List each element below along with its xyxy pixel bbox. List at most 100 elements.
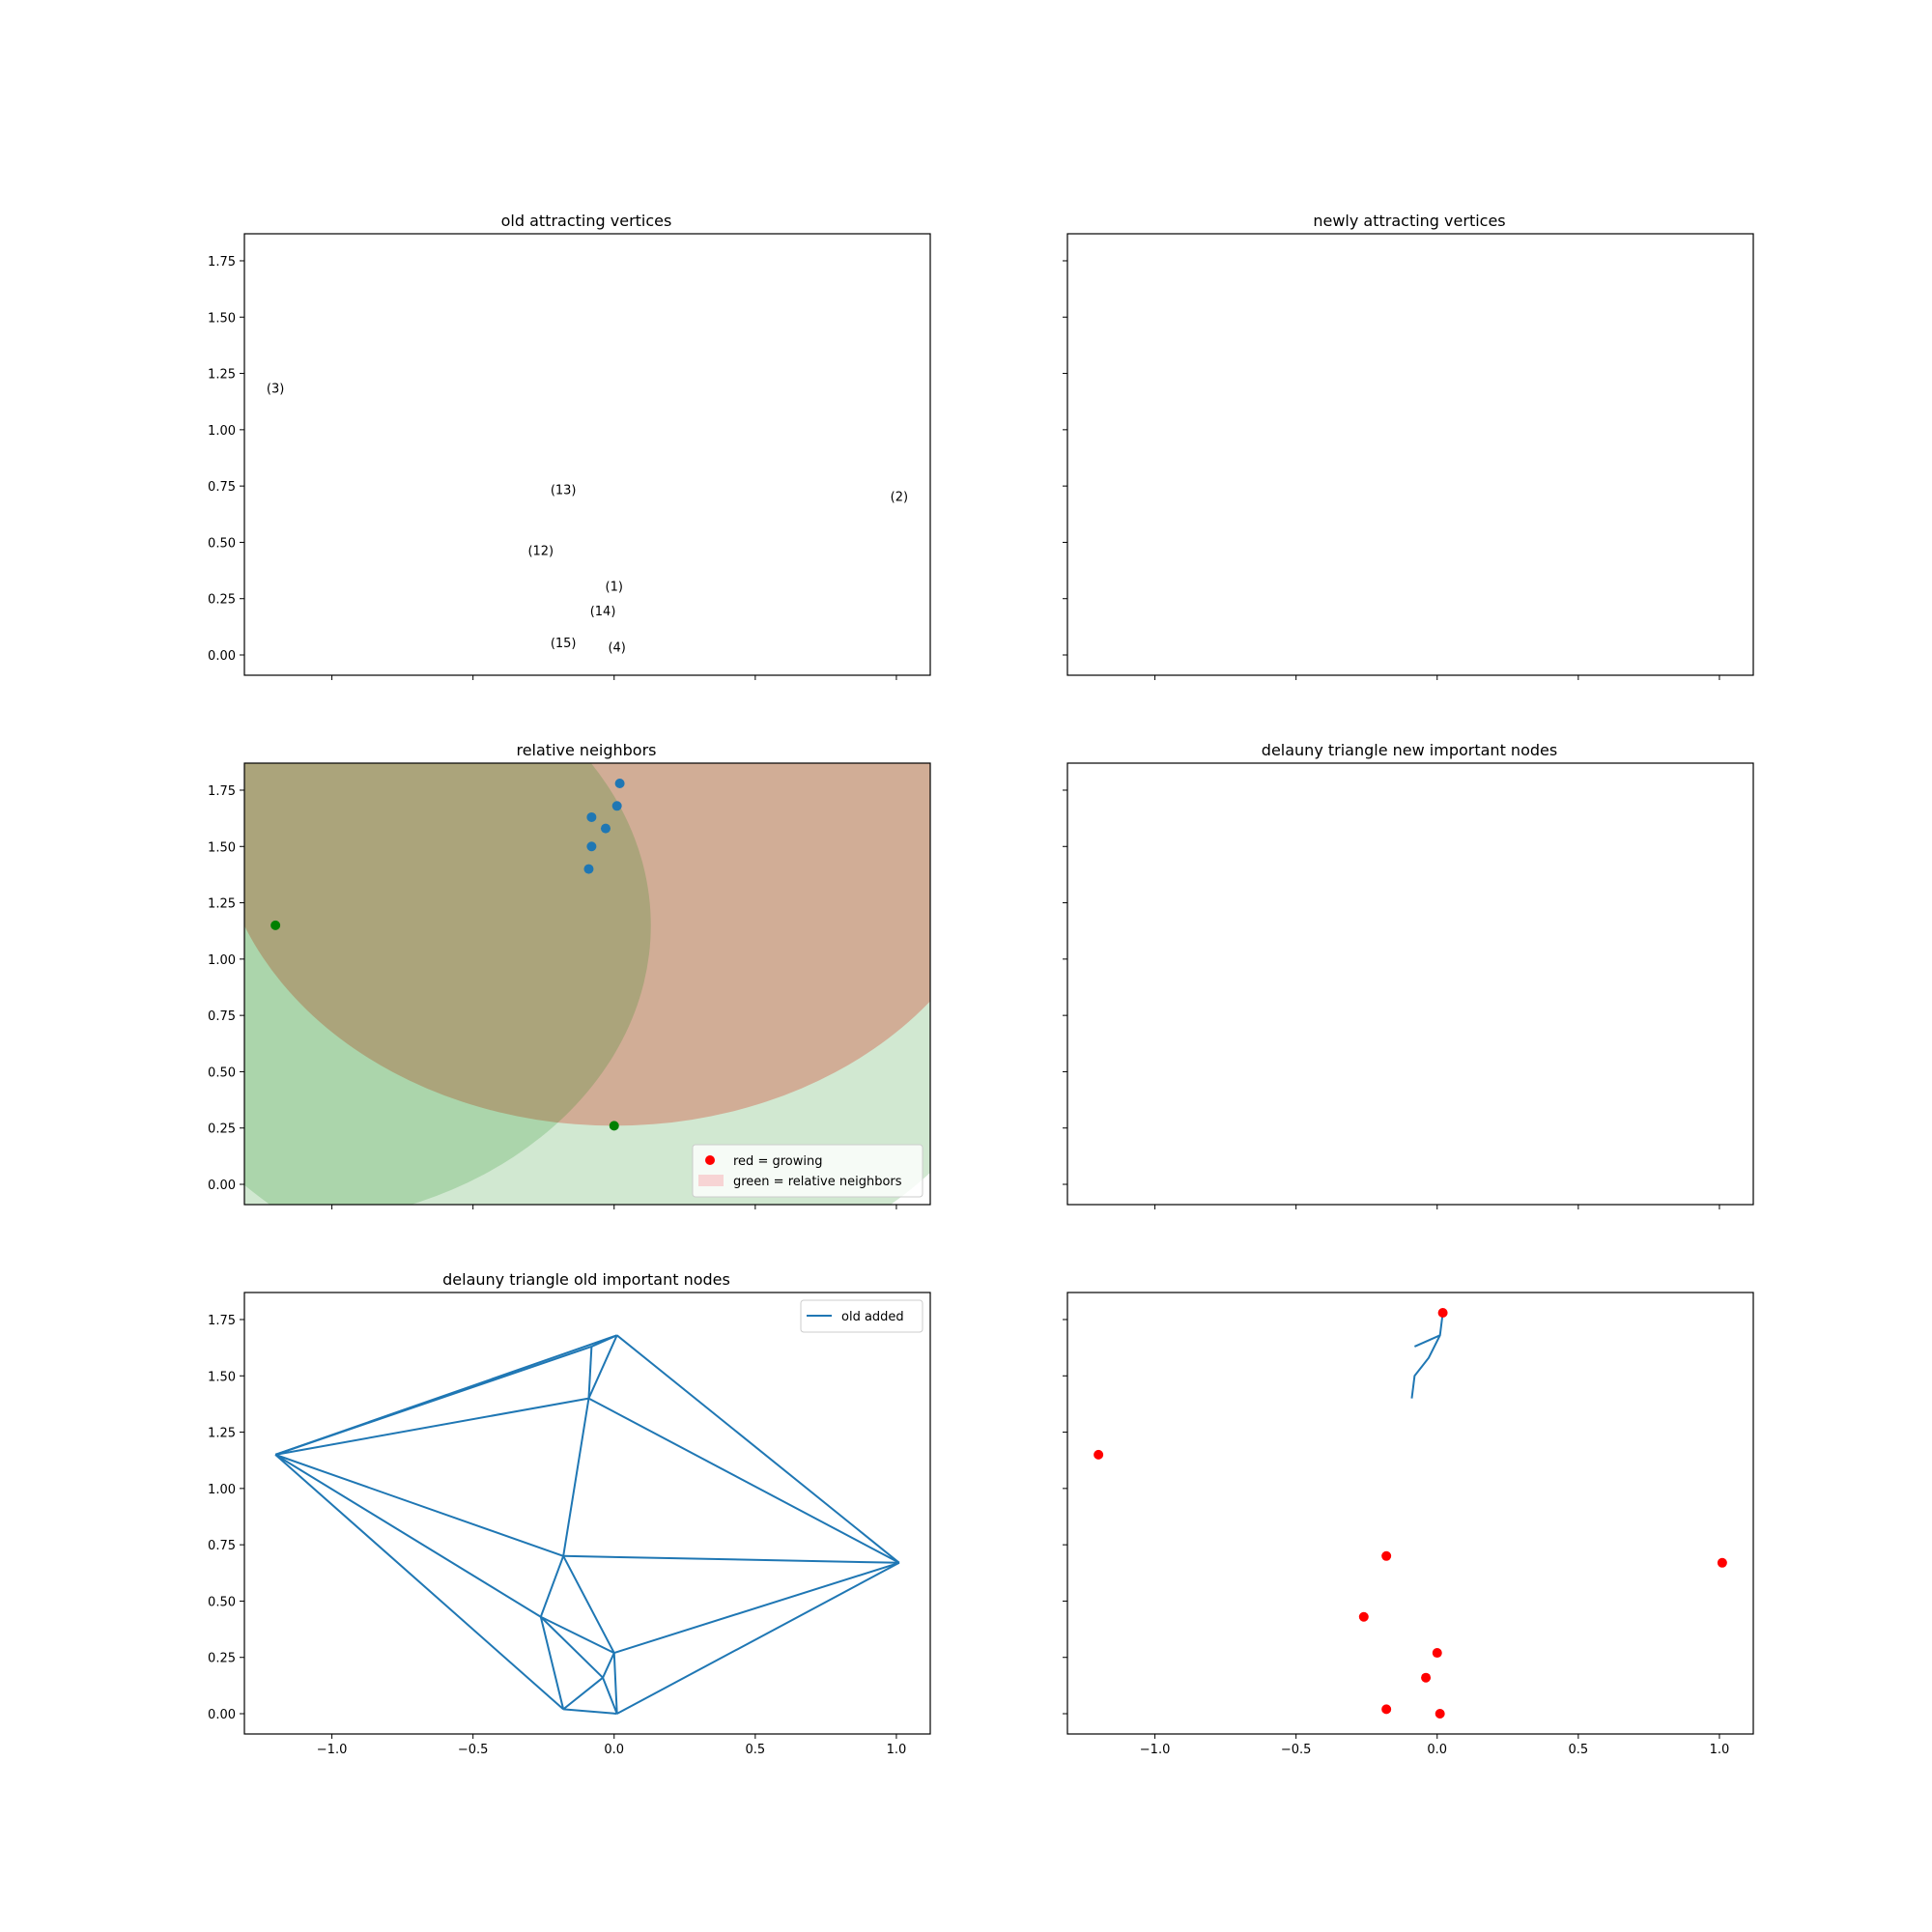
- y-tick-label: 1.75: [208, 784, 236, 799]
- y-tick-label: 1.50: [208, 840, 236, 855]
- x-tick-label: 0.5: [1569, 1743, 1589, 1757]
- vertex-label: (14): [590, 605, 616, 619]
- triangle-edge: [613, 1561, 900, 1655]
- triangle-edge: [540, 1615, 615, 1654]
- triangle-edge: [274, 1346, 592, 1456]
- scatter-point: [609, 1121, 619, 1131]
- triangle-edge: [587, 1346, 593, 1399]
- subplot-title-delauny-new: delauny triangle new important nodes: [1262, 741, 1557, 759]
- vertex-label: (3): [267, 382, 284, 396]
- subplot-3: 0.00 0.25 0.50 0.75 1.00 1.25 1.50 1.75 red = gr…: [208, 762, 931, 1209]
- y-tick-label: 1.50: [208, 311, 236, 326]
- y-tick-label: 0.25: [208, 1122, 236, 1137]
- y-tick-label: 1.75: [208, 1314, 236, 1328]
- triangle-edge: [274, 1454, 564, 1711]
- subplot-2: [1063, 233, 1754, 680]
- axes-frame: [243, 1292, 931, 1735]
- y-tick-label: 0.50: [208, 1065, 236, 1080]
- x-tick-label: 1.0: [1710, 1743, 1730, 1757]
- triangle-edge: [562, 1676, 604, 1711]
- y-tick-label: 0.50: [208, 536, 236, 551]
- triangle-edge: [563, 1708, 617, 1716]
- scatter-point: [1358, 1611, 1369, 1622]
- y-tick-label: 1.25: [208, 897, 236, 912]
- scatter-point: [614, 778, 625, 788]
- axes-frame: [1066, 233, 1754, 676]
- scatter-point: [611, 801, 622, 811]
- triangle-edge: [274, 1453, 564, 1557]
- scatter-point: [600, 823, 611, 834]
- y-tick-label: 1.00: [208, 424, 236, 439]
- axes-frame: [243, 762, 931, 1206]
- y-tick-label: 0.75: [208, 1539, 236, 1553]
- y-tick-label: 1.75: [208, 255, 236, 270]
- y-tick-label: 1.00: [208, 953, 236, 968]
- triangle-edge: [602, 1652, 615, 1679]
- x-tick-label: −0.5: [1281, 1743, 1312, 1757]
- scatter-point: [586, 841, 597, 852]
- scatter-point: [1437, 1307, 1448, 1318]
- triangle-edge: [616, 1334, 900, 1564]
- axes-root: (3)(13) (2)(12)(1)(14)(15) (4)0.000.250.50…: [208, 233, 1754, 1757]
- scatter-point: [583, 864, 594, 874]
- vertex-label: (1): [606, 581, 623, 595]
- scatter-point: [1381, 1550, 1392, 1561]
- legend-box: [692, 1144, 923, 1198]
- scatter-point: [1421, 1672, 1432, 1683]
- x-tick-label: 0.0: [1427, 1743, 1447, 1757]
- scatter-point: [1717, 1557, 1727, 1568]
- y-tick-label: 0.00: [208, 1708, 236, 1722]
- x-tick-label: 0.5: [746, 1743, 766, 1757]
- scatter-point: [270, 920, 281, 930]
- triangle-edge: [274, 1454, 542, 1618]
- triangle-edge: [540, 1616, 604, 1679]
- vertex-label: (2): [891, 490, 908, 504]
- y-tick-label: 1.00: [208, 1483, 236, 1497]
- triangle-edge: [562, 1398, 590, 1556]
- plot-area: [274, 1334, 900, 1716]
- axes-frame: [243, 233, 931, 676]
- triangle-edge: [539, 1616, 565, 1710]
- scatter-point: [1432, 1648, 1442, 1659]
- axes-frame: [1066, 1292, 1754, 1735]
- plot-area: [244, 763, 930, 1205]
- legend-box: [800, 1299, 923, 1333]
- triangle-edge: [562, 1555, 615, 1654]
- x-tick-label: −1.0: [317, 1743, 348, 1757]
- scatter-point: [1381, 1704, 1392, 1715]
- scatter-point: [586, 811, 597, 822]
- subplot-title-relative-neighbors: relative neighbors: [516, 741, 656, 759]
- subplot-title-old-attracting: old attracting vertices: [501, 212, 672, 230]
- vertex-label: (15): [551, 637, 577, 651]
- subplot-5: −1.0 −0.5 0.0 0.5 1.0 0.00 0.25 0.50 0.75 1.00 1.2…: [208, 1292, 931, 1757]
- subplot-6: −1.0 −0.5 0.0 0.5 1.0: [1063, 1292, 1754, 1757]
- triangle-edge: [539, 1555, 565, 1618]
- triangle-edge: [587, 1397, 900, 1564]
- legend-label: green = relative neighbors: [733, 1175, 902, 1189]
- region-circle-3: [244, 763, 651, 1205]
- y-tick-label: 1.25: [208, 1427, 236, 1441]
- y-tick-label: 0.75: [208, 480, 236, 495]
- scatter-point: [1435, 1709, 1445, 1719]
- x-tick-label: 0.0: [604, 1743, 624, 1757]
- triangle-edge: [590, 1334, 618, 1348]
- plot-area: [1094, 1307, 1727, 1719]
- triangle-edge: [274, 1397, 589, 1456]
- vertex-label: (12): [527, 544, 554, 558]
- legend-label: old added: [841, 1310, 904, 1324]
- y-tick-label: 0.00: [208, 649, 236, 664]
- subplot-title-newly-attracting: newly attracting vertices: [1313, 212, 1505, 230]
- x-tick-label: 1.0: [887, 1743, 907, 1757]
- legend-marker-patch: [698, 1175, 724, 1186]
- triangle-edge: [612, 1653, 618, 1715]
- plot-area: (3) (13) (2) (12) (1) (14) (15) (4): [267, 382, 908, 655]
- x-tick-label: −0.5: [458, 1743, 489, 1757]
- y-tick-label: 0.25: [208, 593, 236, 608]
- y-tick-label: 1.50: [208, 1370, 236, 1384]
- triangle-edge: [602, 1677, 618, 1715]
- subplot-1: (3) (13) (2) (12) (1) (14) (15) (4) 0.00 0.25 0.50…: [208, 233, 931, 680]
- path-line-1: [1410, 1312, 1444, 1399]
- y-tick-label: 0.50: [208, 1595, 236, 1609]
- legend-label: red = growing: [733, 1154, 822, 1169]
- y-tick-label: 0.75: [208, 1009, 236, 1024]
